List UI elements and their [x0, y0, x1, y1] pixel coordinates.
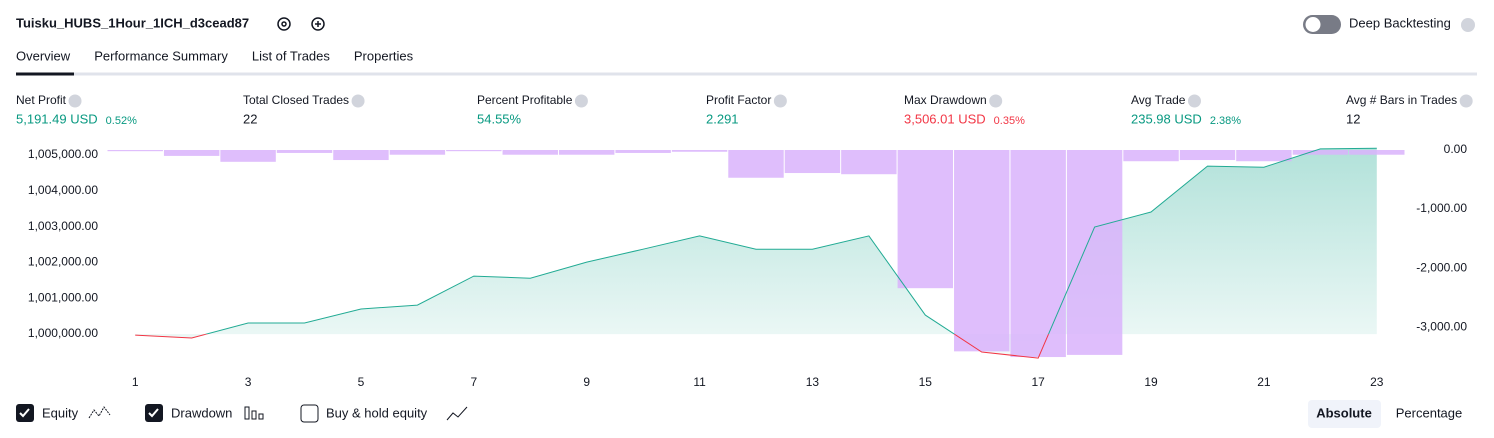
x-tick-label: 13 [806, 375, 820, 389]
info-icon[interactable] [351, 94, 365, 108]
drawdown-bar [954, 150, 1010, 352]
drawdown-bar [446, 150, 502, 152]
drawdown-bar [333, 150, 389, 161]
deep-backtesting-label: Deep Backtesting [1349, 15, 1451, 30]
snapshot-icon[interactable] [311, 17, 325, 31]
x-tick-label: 9 [583, 375, 590, 389]
legend-icon [244, 406, 264, 420]
y-tick-label: 1,002,000.00 [28, 255, 98, 269]
drawdown-bar [671, 150, 728, 152]
y2-tick-label: -2,000.00 [1416, 260, 1467, 274]
info-icon[interactable] [574, 94, 588, 108]
equity-line [204, 147, 1377, 335]
y-tick-label: 1,004,000.00 [28, 183, 98, 197]
strategy-title: Tuisku_HUBS_1Hour_1ICH_d3cead87 [16, 15, 249, 30]
y2-tick-label: -1,000.00 [1416, 201, 1467, 215]
drawdown-bar [107, 150, 163, 152]
drawdown-bar [1292, 150, 1349, 155]
y-tick-label: 1,001,000.00 [28, 290, 98, 304]
legend-label: Drawdown [171, 405, 232, 420]
info-icon[interactable] [773, 94, 787, 108]
tab[interactable]: Overview [16, 48, 71, 63]
metric-value: 235.98 USD [1131, 111, 1202, 126]
x-tick-label: 17 [1031, 375, 1045, 389]
legend-label: Equity [42, 405, 79, 420]
metric-label: Percent Profitable [477, 93, 573, 107]
metric-label: Max Drawdown [904, 93, 987, 107]
drawdown-bar [1010, 150, 1066, 358]
drawdown-bar [220, 150, 276, 162]
equity-area [135, 148, 1377, 359]
metric-value: 2.291 [706, 111, 739, 126]
drawdown-bar [1349, 150, 1405, 155]
help-icon[interactable] [1461, 18, 1475, 32]
drawdown-bar [897, 150, 954, 289]
metric-value: 3,506.01 USD [904, 111, 986, 126]
legend-label: Buy & hold equity [326, 405, 428, 420]
percentage-button[interactable]: Percentage [1396, 405, 1463, 420]
x-tick-label: 19 [1144, 375, 1158, 389]
drawdown-bar [1179, 150, 1236, 161]
x-tick-label: 23 [1370, 375, 1384, 389]
tab[interactable]: List of Trades [252, 48, 331, 63]
drawdown-bar [784, 150, 841, 174]
x-tick-label: 11 [693, 375, 706, 389]
metric-label: Avg Trade [1131, 93, 1186, 107]
y2-tick-label: 0.00 [1444, 142, 1468, 156]
tab[interactable]: Performance Summary [94, 48, 228, 63]
drawdown-bar [1123, 150, 1179, 162]
drawdown-bar [276, 150, 333, 153]
metric-label: Avg # Bars in Trades [1346, 93, 1457, 107]
x-tick-label: 5 [358, 375, 365, 389]
drawdown-bar [502, 150, 558, 155]
x-tick-label: 15 [919, 375, 933, 389]
drawdown-bar [163, 150, 220, 156]
metric-label: Net Profit [16, 93, 67, 107]
y-tick-label: 1,005,000.00 [28, 147, 98, 161]
checkbox[interactable] [300, 404, 319, 423]
drawdown-bar [389, 150, 446, 155]
drawdown-bar [728, 150, 784, 178]
x-tick-label: 1 [132, 375, 139, 389]
x-tick-label: 21 [1257, 375, 1271, 389]
check [19, 408, 30, 418]
tab[interactable]: Properties [354, 48, 414, 63]
metric-value: 22 [243, 111, 257, 126]
toggle-knob [1305, 17, 1321, 32]
metric-label: Total Closed Trades [243, 93, 349, 107]
y-tick-label: 1,000,000.00 [28, 326, 98, 340]
drawdown-bar [558, 150, 615, 155]
info-icon[interactable] [1459, 94, 1473, 108]
x-tick-label: 3 [245, 375, 252, 389]
legend-icon [446, 406, 468, 421]
info-icon[interactable] [1187, 94, 1201, 108]
settings-icon[interactable] [277, 17, 291, 31]
drawdown-bar [1236, 150, 1292, 162]
y2-tick-label: -3,000.00 [1416, 319, 1467, 333]
legend-icon [88, 406, 111, 419]
y-tick-label: 1,003,000.00 [28, 219, 98, 233]
absolute-button[interactable]: Absolute [1316, 405, 1372, 420]
drawdown-bar [615, 150, 671, 153]
metric-percent: 2.38% [1210, 115, 1241, 127]
drawdown-bar [1066, 150, 1123, 355]
info-icon[interactable] [989, 94, 1003, 108]
metric-percent: 0.35% [994, 115, 1025, 127]
info-icon[interactable] [68, 94, 82, 108]
metric-percent: 0.52% [106, 115, 137, 127]
metric-value: 5,191.49 USD [16, 111, 98, 126]
metric-label: Profit Factor [706, 93, 771, 107]
x-tick-label: 7 [470, 375, 477, 389]
metric-value: 54.55% [477, 111, 522, 126]
metric-value: 12 [1346, 111, 1360, 126]
toggle-button-active[interactable] [1308, 400, 1381, 428]
drawdown-bar [841, 150, 897, 175]
check [148, 408, 159, 418]
